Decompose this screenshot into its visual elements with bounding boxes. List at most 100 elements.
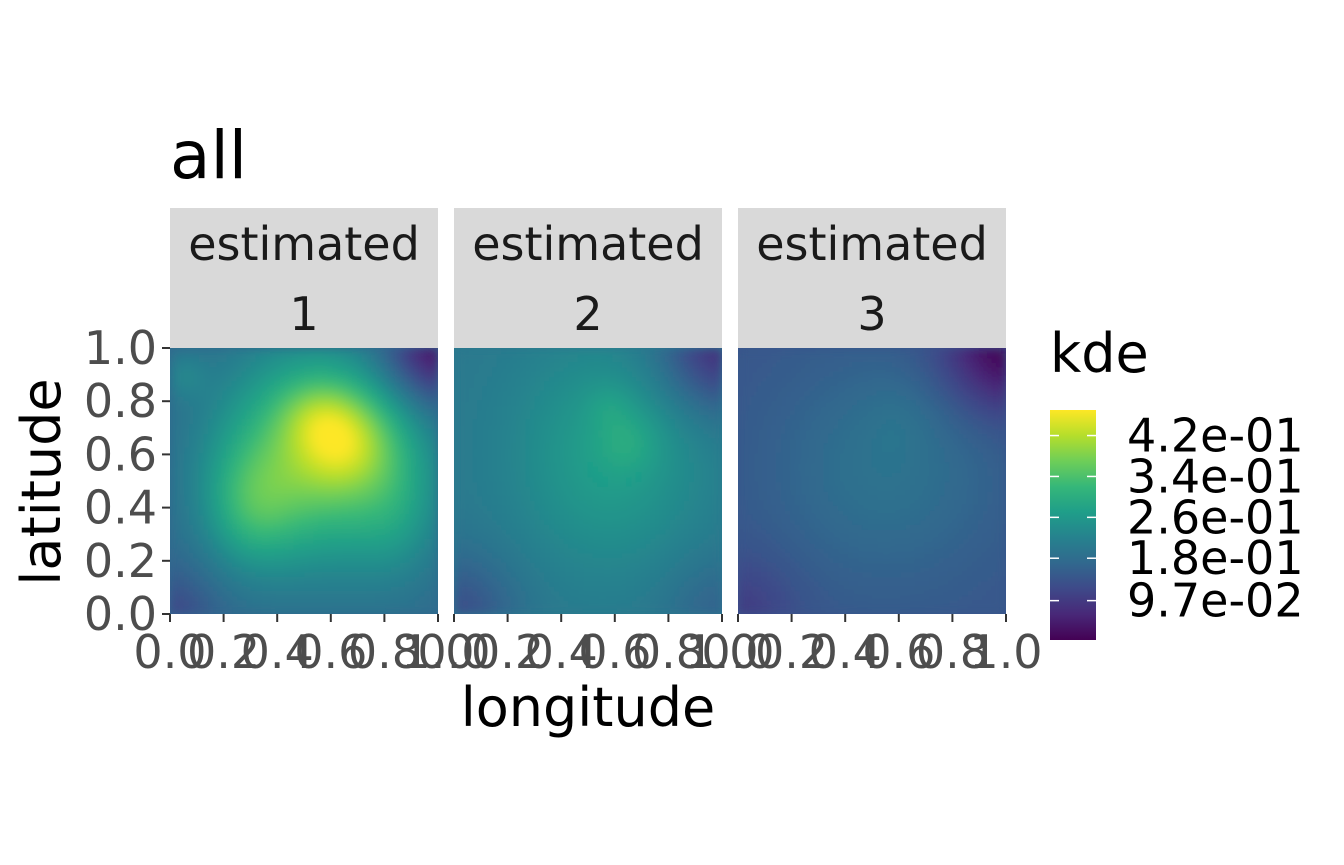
heatmap-cell [511,486,516,491]
heatmap-cell [390,500,395,505]
heatmap-cell [400,538,405,543]
heatmap-cell [170,457,175,462]
heatmap-cell [395,453,400,458]
heatmap-cell [454,495,459,500]
heatmap-cell [381,533,386,538]
heatmap-cell [464,348,469,353]
heatmap-cell [208,576,213,581]
heatmap-cell [502,381,507,386]
heatmap-cell [483,476,488,481]
heatmap-cell [578,367,583,372]
heatmap-cell [459,443,464,448]
heatmap-cell [333,562,338,567]
heatmap-cell [318,386,323,391]
heatmap-cell [395,590,400,595]
heatmap-cell [318,571,323,576]
heatmap-cell [294,500,299,505]
heatmap-cell [574,462,579,467]
heatmap-cell [184,448,189,453]
heatmap-cell [309,519,314,524]
heatmap-cell [488,405,493,410]
heatmap-cell [361,400,366,405]
heatmap-cell [545,348,550,353]
heatmap-cell [227,462,232,467]
heatmap-cell [309,457,314,462]
heatmap-cell [338,538,343,543]
heatmap-cell [468,567,473,572]
heatmap-cell [588,362,593,367]
heatmap-cell [366,353,371,358]
heatmap-cell [454,543,459,548]
heatmap-cell [199,348,204,353]
heatmap-cell [237,581,242,586]
heatmap-cell [318,424,323,429]
heatmap-cell [602,424,607,429]
heatmap-cell [347,481,352,486]
heatmap-cell [535,410,540,415]
heatmap-cell [464,391,469,396]
heatmap-cell [593,453,598,458]
heatmap-cell [271,372,276,377]
heatmap-cell [271,476,276,481]
heatmap-cell [213,557,218,562]
heatmap-cell [180,595,185,600]
heatmap-cell [385,557,390,562]
heatmap-cell [492,562,497,567]
heatmap-cell [409,405,414,410]
heatmap-cell [502,586,507,591]
heatmap-cell [290,448,295,453]
heatmap-cell [256,538,261,543]
heatmap-cell [352,505,357,510]
heatmap-cell [405,586,410,591]
heatmap-cell [468,353,473,358]
heatmap-cell [507,367,512,372]
heatmap-cell [531,400,536,405]
heatmap-cell [405,457,410,462]
heatmap-cell [189,372,194,377]
heatmap-cell [357,476,362,481]
heatmap-cell [483,424,488,429]
heatmap-cell [507,491,512,496]
heatmap-cell [593,505,598,510]
heatmap-cell [232,519,237,524]
heatmap-cell [376,415,381,420]
heatmap-cell [357,457,362,462]
heatmap-cell [473,381,478,386]
heatmap-cell [189,405,194,410]
heatmap-cell [569,576,574,581]
heatmap-cell [464,529,469,534]
heatmap-cell [318,510,323,515]
heatmap-cell [593,381,598,386]
heatmap-cell [473,586,478,591]
heatmap-cell [194,557,199,562]
heatmap-cell [578,505,583,510]
heatmap-cell [189,538,194,543]
heatmap-cell [468,486,473,491]
heatmap-cell [261,500,266,505]
heatmap-cell [376,476,381,481]
heatmap-cell [516,467,521,472]
heatmap-cell [280,600,285,605]
heatmap-cell [433,400,438,405]
heatmap-cell [227,391,232,396]
heatmap-cell [468,453,473,458]
heatmap-cell [390,481,395,486]
heatmap-cell [194,519,199,524]
heatmap-cell [256,372,261,377]
heatmap-cell [555,405,560,410]
heatmap-cell [473,491,478,496]
heatmap-cell [593,462,598,467]
heatmap-cell [338,358,343,363]
heatmap-cell [545,514,550,519]
heatmap-cell [261,419,266,424]
heatmap-cell [578,543,583,548]
heatmap-cell [574,519,579,524]
heatmap-cell [251,590,256,595]
heatmap-cell [531,415,536,420]
heatmap-cell [478,377,483,382]
heatmap-cell [357,552,362,557]
heatmap-cell [464,367,469,372]
heatmap-cell [299,453,304,458]
heatmap-cell [376,586,381,591]
heatmap-cell [502,581,507,586]
